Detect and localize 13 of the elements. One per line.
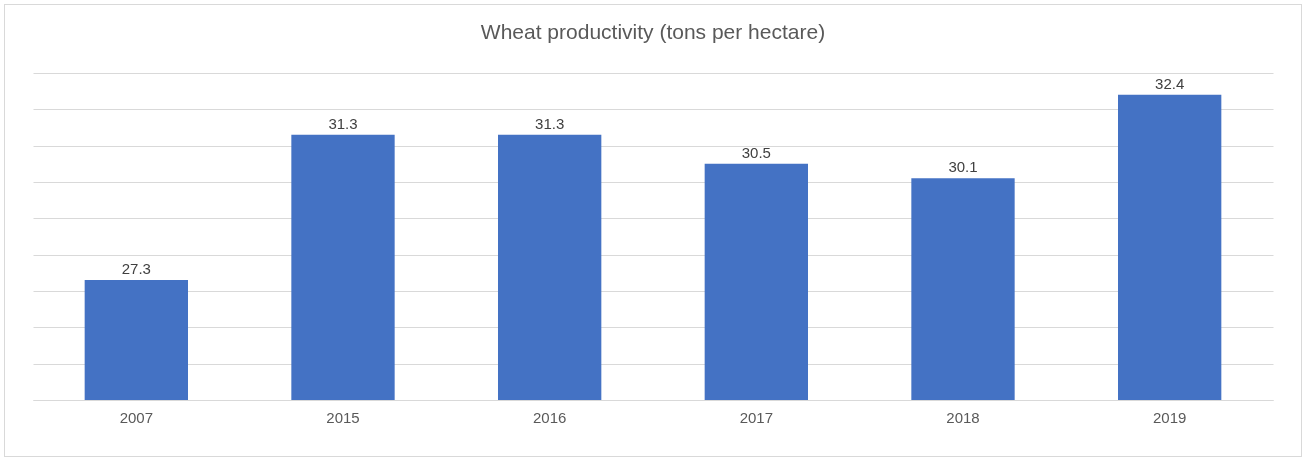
x-tick-label: 2016 xyxy=(532,408,567,426)
data-label: 30.5 xyxy=(741,143,771,161)
x-tick-label: 2019 xyxy=(1152,408,1187,426)
x-tick-label: 2007 xyxy=(119,408,154,426)
x-tick-label: 2017 xyxy=(739,408,774,426)
x-tick-label: 2015 xyxy=(326,408,360,426)
data-label: 32.4 xyxy=(1155,74,1185,92)
x-tick-label: 2018 xyxy=(946,408,980,426)
data-label: 31.3 xyxy=(535,114,565,132)
chart-title: Wheat productivity (tons per hectare) xyxy=(480,20,826,43)
data-label: 27.3 xyxy=(121,260,151,278)
data-label: 30.1 xyxy=(948,158,978,176)
data-label: 31.3 xyxy=(328,114,358,132)
